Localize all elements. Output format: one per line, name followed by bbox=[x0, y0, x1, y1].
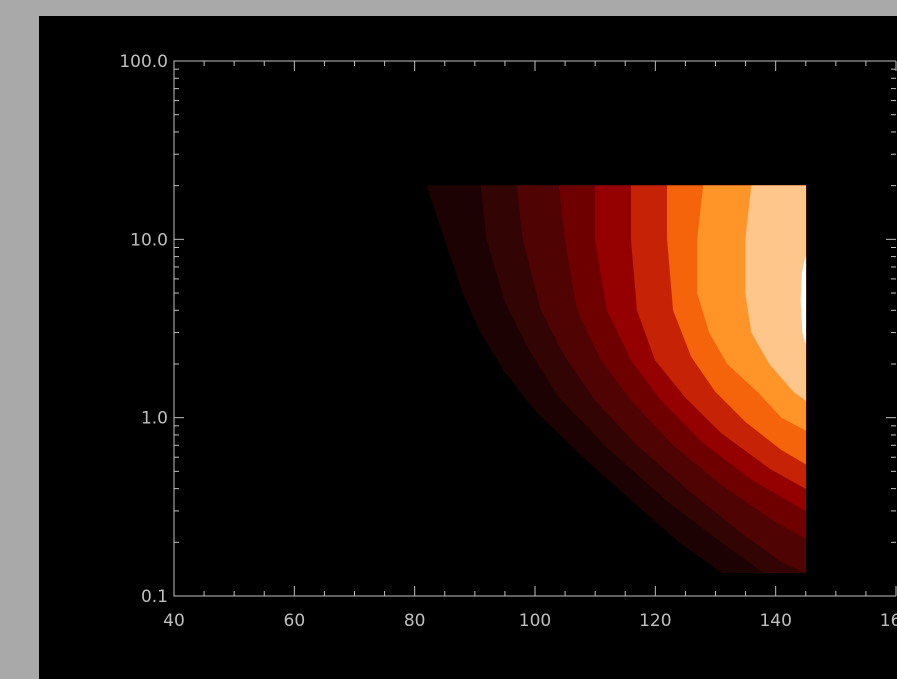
y-tick-label: 100.0 bbox=[119, 52, 168, 72]
y-tick-label: 1.0 bbox=[141, 409, 168, 429]
x-tick-label: 120 bbox=[639, 611, 671, 631]
tick-labels: 40 60 80 100 120 140 160 0.1 1.0 10.0 100.0 bbox=[119, 52, 897, 631]
y-tick-label: 0.1 bbox=[141, 587, 168, 607]
contour-level-10 bbox=[800, 256, 807, 344]
x-tick-label: 140 bbox=[759, 611, 791, 631]
contour-levels bbox=[426, 185, 807, 574]
x-tick-label: 80 bbox=[404, 611, 426, 631]
axes bbox=[173, 60, 897, 597]
contour-level-9 bbox=[745, 185, 807, 401]
y-tick-label: 10.0 bbox=[130, 230, 168, 250]
x-tick-label: 40 bbox=[163, 611, 185, 631]
x-tick-label: 100 bbox=[519, 611, 551, 631]
x-tick-label: 160 bbox=[880, 611, 897, 631]
contour-chart: 40 60 80 100 120 140 160 0.1 1.0 10.0 100.0 bbox=[119, 52, 897, 631]
x-tick-label: 60 bbox=[284, 611, 306, 631]
plot-window: 40 60 80 100 120 140 160 0.1 1.0 10.0 100.0 bbox=[39, 16, 897, 679]
